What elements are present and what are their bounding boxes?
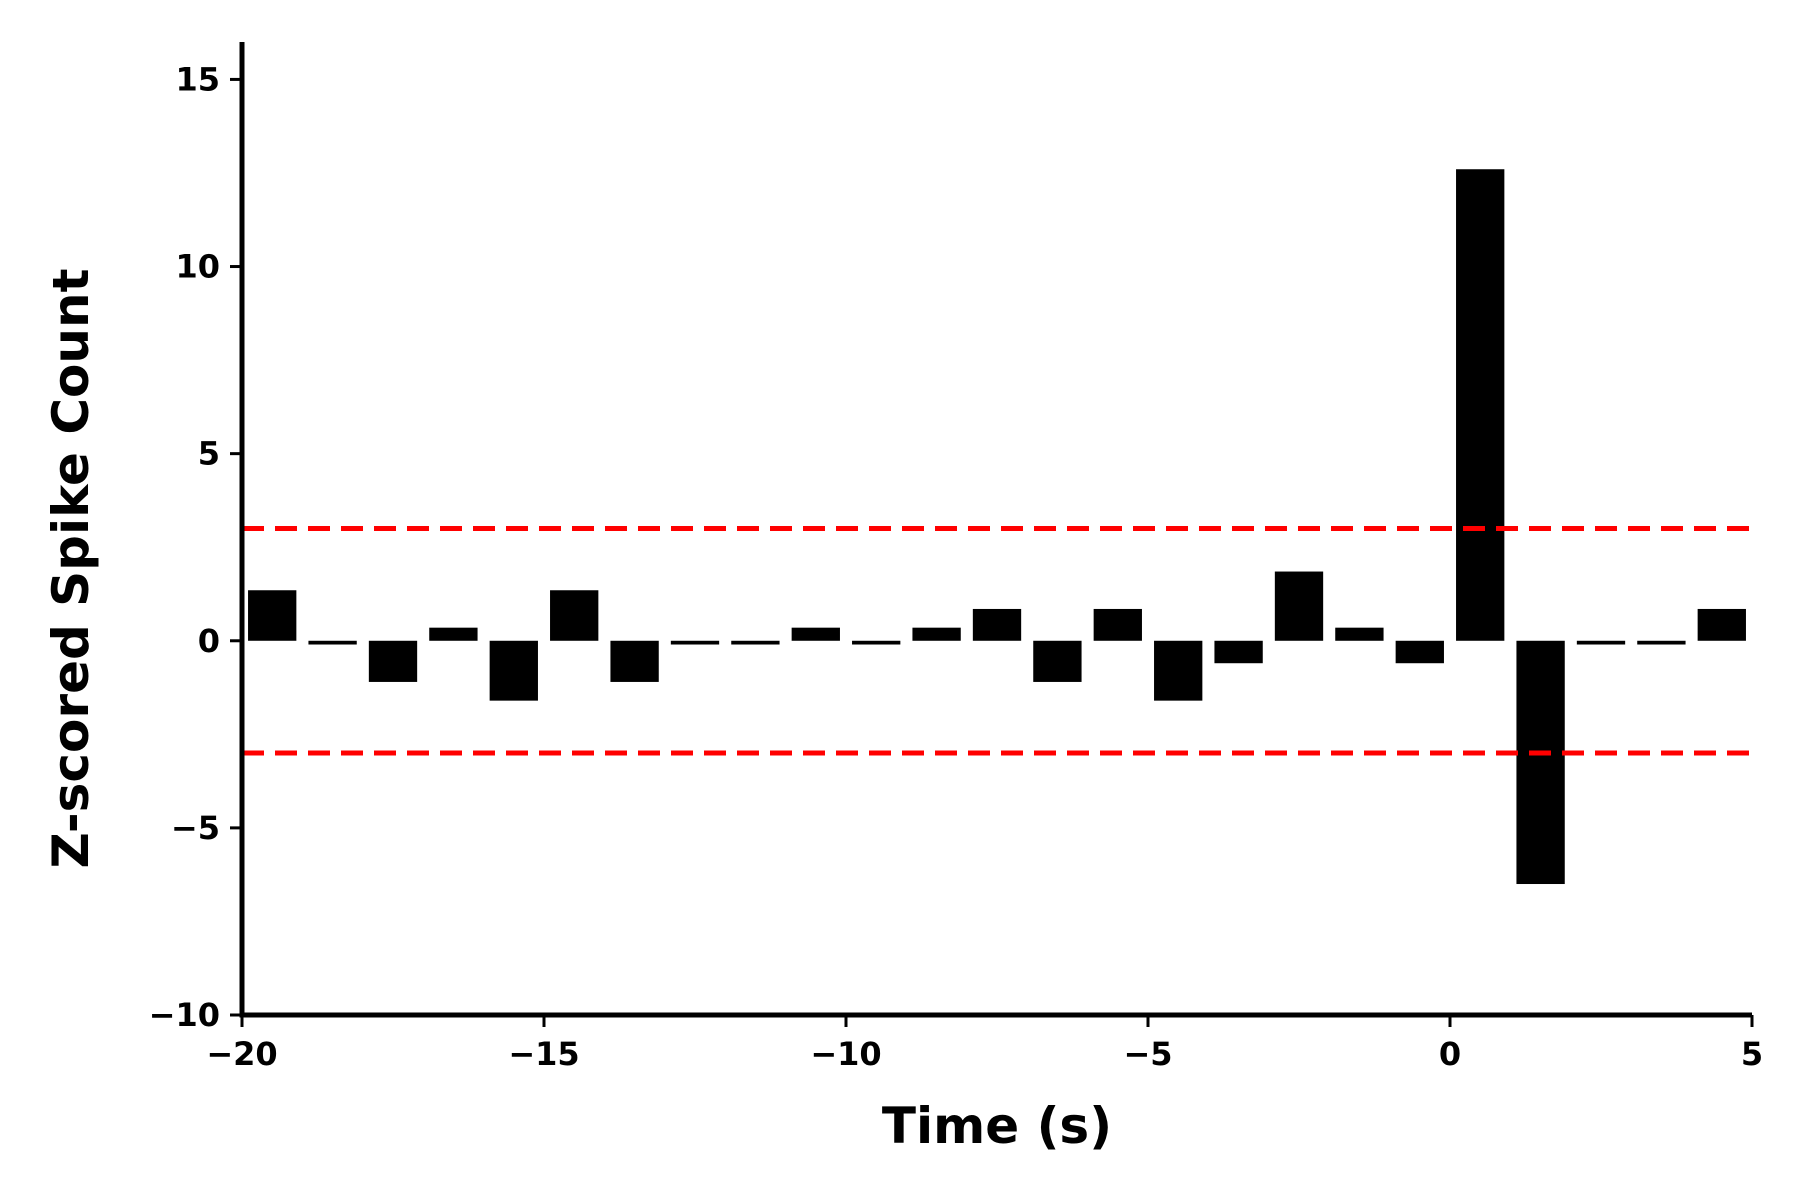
y-tick-label: −10 — [149, 996, 220, 1034]
bar — [368, 640, 418, 682]
bar — [1576, 640, 1626, 645]
bar — [1335, 627, 1384, 641]
bar — [489, 640, 538, 701]
bar — [429, 627, 478, 641]
x-tick-label: 5 — [1741, 1035, 1763, 1073]
bar — [1274, 571, 1324, 641]
bar — [1637, 640, 1686, 645]
bar — [1697, 608, 1746, 641]
bar — [972, 608, 1022, 641]
bar — [248, 590, 297, 641]
bar — [1033, 640, 1082, 682]
y-tick-label: 5 — [198, 435, 220, 473]
bar — [308, 640, 357, 645]
y-axis-title: Z-scored Spike Count — [42, 269, 100, 869]
y-ticks-group: −10 −5 0 5 10 15 — [149, 60, 242, 1034]
threshold-lines-group — [242, 526, 1752, 756]
x-tick-label: 0 — [1439, 1035, 1461, 1073]
bar — [550, 590, 599, 641]
bar — [610, 640, 659, 682]
bar — [1516, 640, 1565, 885]
x-ticks-group: −20 −15 −10 −5 0 5 — [206, 1015, 1763, 1073]
bar — [1093, 608, 1142, 641]
x-tick-label: −5 — [1123, 1035, 1172, 1073]
y-tick-label: −5 — [171, 809, 220, 847]
bar — [670, 640, 720, 645]
y-tick-label: 0 — [198, 622, 220, 660]
y-tick-label: 10 — [175, 248, 220, 286]
bar — [1395, 640, 1444, 664]
x-axis-title: Time (s) — [882, 1097, 1112, 1155]
x-tick-label: −15 — [508, 1035, 579, 1073]
bar — [731, 640, 780, 645]
bars-group — [248, 169, 1746, 885]
x-tick-label: −10 — [810, 1035, 881, 1073]
y-tick-label: 15 — [175, 60, 220, 98]
bar — [912, 627, 961, 641]
bar — [1154, 640, 1203, 701]
bar — [852, 640, 901, 645]
bar — [791, 627, 840, 641]
bar — [1456, 169, 1505, 641]
bar — [1214, 640, 1263, 664]
x-tick-label: −20 — [206, 1035, 277, 1073]
